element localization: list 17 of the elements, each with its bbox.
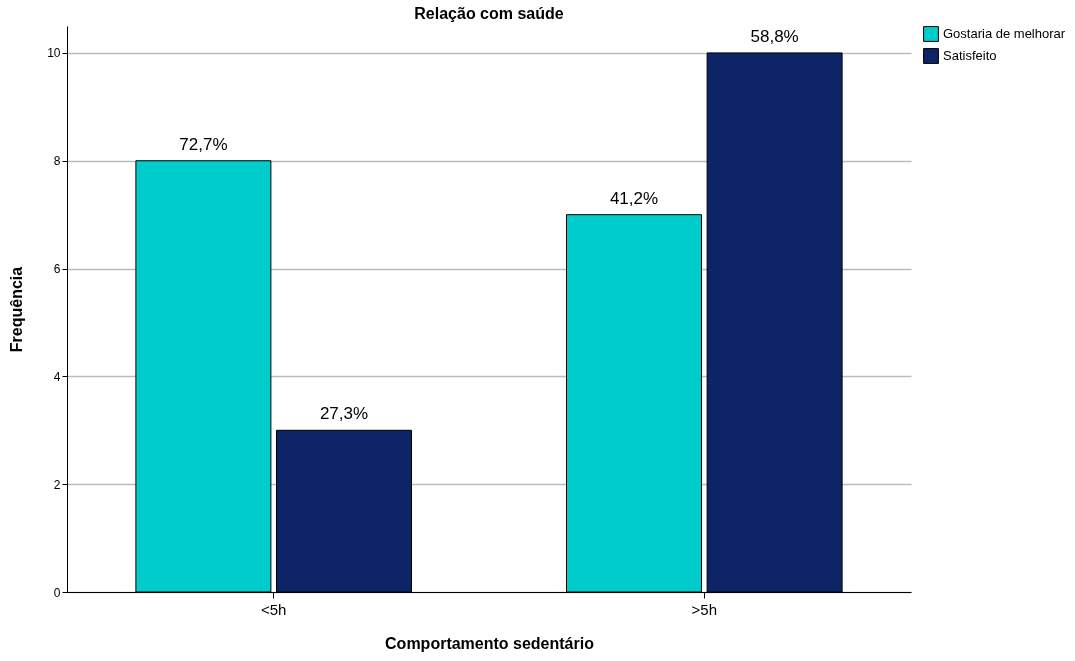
legend-label: Gostaria de melhorar <box>943 26 1066 41</box>
y-tick-label: 4 <box>53 369 61 384</box>
y-tick-label: 6 <box>53 262 61 277</box>
x-axis-title: Comportamento sedentário <box>385 634 595 652</box>
annotation: 58,8% <box>750 26 799 46</box>
y-tick-label: 10 <box>47 46 61 61</box>
x-tick-label: >5h <box>691 600 718 618</box>
y-tick-label: 2 <box>53 477 61 492</box>
y-tick-label: 8 <box>53 154 61 169</box>
annotation: 27,3% <box>319 404 369 424</box>
y-tick-label: 0 <box>53 585 61 600</box>
y-axis-title: Frequência <box>8 266 26 353</box>
annotation: 72,7% <box>179 134 228 154</box>
annotation: 41,2% <box>609 188 659 208</box>
x-tick-label: <5h <box>260 600 287 618</box>
chart-title: Relação com saúde <box>414 5 564 22</box>
legend-label: Satisfeito <box>943 48 997 63</box>
